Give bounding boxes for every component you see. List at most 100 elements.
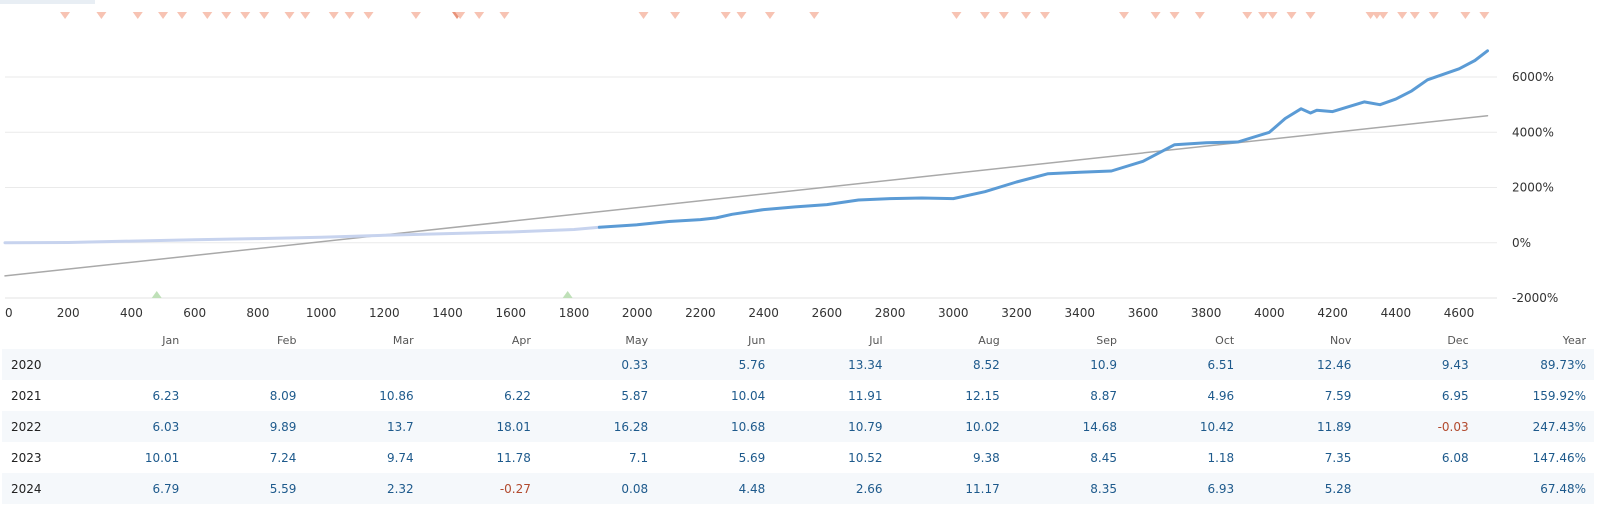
monthly-value-cell: 10.02 — [890, 411, 1008, 442]
sell-marker-36 — [1267, 12, 1278, 19]
monthly-value-cell: 10.79 — [773, 411, 891, 442]
buy-marker-1 — [562, 291, 573, 298]
column-header-dec: Dec — [1447, 334, 1469, 347]
monthly-value-cell: 8.09 — [187, 380, 305, 411]
monthly-value-cell: 11.89 — [1242, 411, 1360, 442]
top-tab-strip[interactable] — [0, 0, 95, 4]
sell-marker-29 — [1039, 12, 1050, 19]
series-line-1 — [597, 49, 1489, 229]
sell-marker-19 — [638, 12, 649, 19]
monthly-value-cell: 13.34 — [773, 349, 891, 380]
monthly-value-cell: 16.28 — [538, 411, 657, 442]
row-year-label: 2021 — [2, 380, 70, 411]
monthly-value-cell: 6.93 — [1124, 473, 1243, 504]
column-header-nov: Nov — [1329, 334, 1352, 347]
monthly-value-cell: -0.03 — [1359, 411, 1477, 442]
sell-marker-42 — [1397, 12, 1408, 19]
monthly-value-cell: 9.89 — [187, 411, 305, 442]
sell-marker-28 — [1021, 12, 1032, 19]
yearly-total-cell: 247.43% — [1476, 411, 1594, 442]
sell-marker-7 — [240, 12, 251, 19]
row-year-label: 2024 — [2, 473, 70, 504]
column-header-feb: Feb — [276, 334, 297, 347]
sell-marker-39 — [1365, 12, 1376, 19]
table-row: 2023 10.01 7.24 9.74 11.78 7.1 5.69 10.52 9.38 8.… — [2, 442, 1594, 473]
series-line-0 — [3, 225, 601, 245]
monthly-value-cell: 11.78 — [421, 442, 539, 473]
column-header-apr: Apr — [511, 334, 531, 347]
monthly-value-cell: 8.52 — [890, 349, 1008, 380]
x-tick-label-16: 3200 — [1001, 306, 1032, 320]
monthly-value-cell: 10.68 — [656, 411, 774, 442]
column-header-mar: Mar — [392, 334, 414, 347]
monthly-value-cell: 1.18 — [1124, 442, 1243, 473]
monthly-value-cell — [304, 349, 422, 380]
x-tick-label-20: 4000 — [1254, 306, 1285, 320]
sell-marker-12 — [344, 12, 355, 19]
monthly-value-cell: 12.46 — [1242, 349, 1360, 380]
sell-marker-0 — [60, 12, 71, 19]
monthly-value-cell: 11.91 — [773, 380, 891, 411]
monthly-value-cell: 7.59 — [1242, 380, 1360, 411]
monthly-value-cell: 10.01 — [70, 442, 188, 473]
monthly-value-cell: 10.9 — [1007, 349, 1125, 380]
monthly-value-cell: 11.17 — [890, 473, 1008, 504]
x-tick-label-7: 1400 — [432, 306, 463, 320]
table-row: 2022 6.03 9.89 13.7 18.01 16.28 10.68 10.79 10.0… — [2, 411, 1594, 442]
growth-chart: 6000% 4000% 2000% 0% -2000% 0 200 400 600 800 1000… — [3, 12, 1558, 320]
x-tick-label-10: 2000 — [622, 306, 653, 320]
x-tick-label-5: 1000 — [306, 306, 337, 320]
monthly-value-cell: 5.69 — [656, 442, 774, 473]
table-header-row: Jan Feb Mar Apr May Jun Jul Aug Sep Oct Nov Dec Year — [2, 332, 1594, 349]
sell-marker-14 — [410, 12, 421, 19]
column-header-sep: Sep — [1096, 334, 1117, 347]
column-header-jul: Jul — [869, 334, 883, 347]
y-tick-label-1: 4000% — [1512, 125, 1554, 139]
sell-marker-8 — [259, 12, 270, 19]
x-tick-label-14: 2800 — [875, 306, 906, 320]
sell-marker-13 — [363, 12, 374, 19]
series-line-2 — [4, 114, 1489, 277]
column-header-may: May — [625, 334, 649, 347]
sell-marker-45 — [1460, 12, 1471, 19]
sell-marker-32 — [1169, 12, 1180, 19]
y-tick-label-2: 2000% — [1512, 181, 1554, 195]
x-tick-label-2: 400 — [120, 306, 143, 320]
sell-marker-30 — [1119, 12, 1129, 19]
monthly-value-cell: 4.48 — [656, 473, 774, 504]
sell-marker-5 — [202, 12, 213, 19]
sell-marker-11 — [328, 12, 339, 19]
column-header-jun: Jun — [748, 334, 766, 347]
yearly-total-cell: 159.92% — [1476, 380, 1594, 411]
monthly-value-cell: 5.76 — [656, 349, 774, 380]
column-header-oct: Oct — [1215, 334, 1235, 347]
sell-marker-10 — [300, 12, 311, 19]
monthly-value-cell: 7.24 — [187, 442, 305, 473]
monthly-value-cell: 5.59 — [187, 473, 305, 504]
x-tick-label-3: 600 — [183, 306, 206, 320]
monthly-value-cell: 6.23 — [70, 380, 188, 411]
column-header-jan: Jan — [162, 334, 180, 347]
year-column-header — [2, 332, 70, 349]
row-year-label: 2020 — [2, 349, 70, 380]
y-tick-label-4: -2000% — [1512, 291, 1558, 305]
monthly-value-cell: 4.96 — [1124, 380, 1243, 411]
x-tick-label-21: 4200 — [1317, 306, 1348, 320]
yearly-total-cell: 147.46% — [1476, 442, 1594, 473]
sell-marker-22 — [736, 12, 747, 19]
growth-chart-area: 6000% 4000% 2000% 0% -2000% 0 200 400 600 800 1000… — [3, 12, 1558, 320]
monthly-value-cell — [421, 349, 539, 380]
monthly-value-cell: 2.32 — [304, 473, 422, 504]
monthly-value-cell: 0.08 — [538, 473, 657, 504]
row-year-label: 2023 — [2, 442, 70, 473]
x-tick-label-12: 2400 — [748, 306, 779, 320]
monthly-value-cell: 6.95 — [1359, 380, 1477, 411]
column-header-aug: Aug — [978, 334, 1000, 347]
monthly-value-cell: 6.79 — [70, 473, 188, 504]
monthly-value-cell: 6.22 — [421, 380, 539, 411]
sell-marker-9 — [284, 12, 295, 19]
sell-marker-23 — [764, 12, 775, 19]
yearly-total-cell: 67.48% — [1476, 473, 1594, 504]
sell-marker-25 — [951, 12, 962, 19]
monthly-value-cell: 14.68 — [1007, 411, 1125, 442]
